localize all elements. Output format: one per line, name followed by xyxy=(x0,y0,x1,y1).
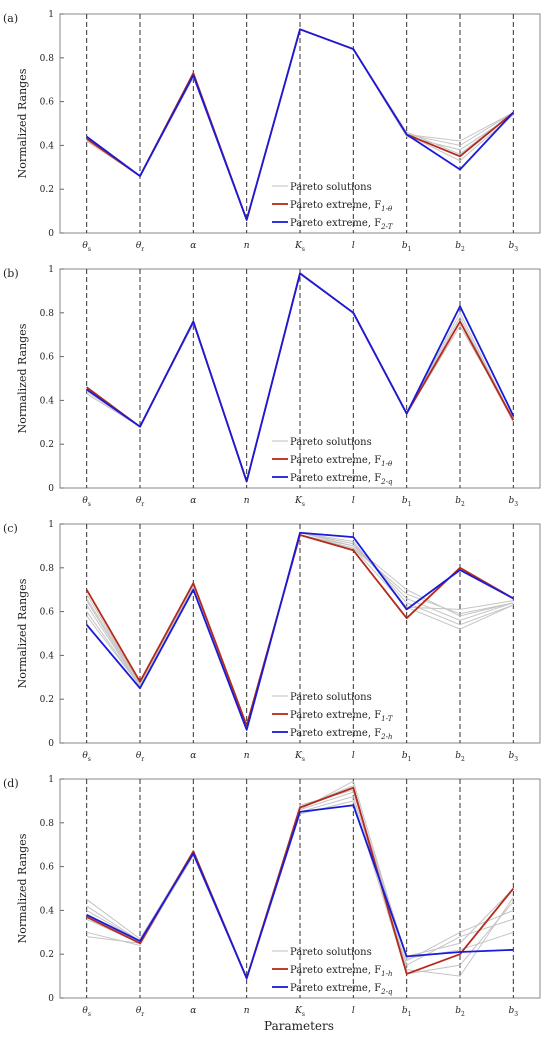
legend-entry-2: Pareto extreme, F2-q xyxy=(290,473,393,486)
x-tick-label-l: l xyxy=(352,751,355,761)
y-axis-label: Normalized Ranges xyxy=(16,68,29,178)
x-tick-label-θr: θr xyxy=(136,496,144,508)
x-tick-label-b1: b1 xyxy=(402,241,412,253)
y-tick-label: 0.6 xyxy=(40,863,55,873)
y-tick-label: 1 xyxy=(48,10,54,20)
x-tick-label-b2: b2 xyxy=(455,496,465,508)
x-tick-label-θr: θr xyxy=(136,1006,144,1018)
panel-label: (c) xyxy=(3,522,18,535)
legend-entry-1: Pareto extreme, F1-h xyxy=(290,965,392,978)
y-tick-label: 0.8 xyxy=(40,819,55,829)
panel-label: (d) xyxy=(3,777,19,790)
y-axis-label-2: Normalized Ranges xyxy=(16,578,29,688)
y-tick-label: 0.4 xyxy=(40,396,55,406)
y-tick-label: 0.8 xyxy=(40,309,55,319)
x-tick-label-l: l xyxy=(352,1006,355,1016)
panel-b: 0 0.2 0.4 0.6 0.8 1 θs θr α n Ks l b1 b2 b3 (b) Pareto s… xyxy=(3,265,541,508)
y-tick-label: 0.6 xyxy=(40,608,55,618)
y-tick-label: 0.4 xyxy=(40,141,55,151)
legend-entry-0: Pareto solutions xyxy=(290,692,372,703)
y-tick-label: 0.8 xyxy=(40,54,55,64)
y-tick-label: 1 xyxy=(48,775,54,785)
x-tick-label-b1: b1 xyxy=(402,1006,412,1018)
pareto-extreme-2-line xyxy=(86,28,514,221)
y-tick-label: 0.2 xyxy=(40,695,54,705)
x-tick-label-θs: θs xyxy=(82,1006,91,1018)
x-tick-label-b1: b1 xyxy=(402,751,412,763)
legend-entry-2: Pareto extreme, F2-T xyxy=(290,218,394,231)
y-tick-label: 0.4 xyxy=(40,651,55,661)
y-tick-label: 0.6 xyxy=(40,98,55,108)
x-tick-label-n: n xyxy=(244,1006,250,1016)
x-tick-label-b2: b2 xyxy=(455,751,465,763)
y-tick-label: 0.4 xyxy=(40,906,55,916)
pareto-extreme-2-line xyxy=(86,804,514,980)
y-tick-label: 0 xyxy=(48,994,54,1004)
x-tick-label-l: l xyxy=(352,241,355,251)
x-tick-label-n: n xyxy=(244,496,250,506)
legend-entry-0: Pareto solutions xyxy=(290,947,372,958)
y-tick-label: 0.2 xyxy=(40,185,54,195)
x-tick-label-b2: b2 xyxy=(455,241,465,253)
x-tick-label-θr: θr xyxy=(136,751,144,763)
y-tick-label: 0.6 xyxy=(40,353,55,363)
pareto-extreme-2-line xyxy=(86,272,515,483)
x-tick-label-b3: b3 xyxy=(509,241,519,253)
x-tick-label-Ks: Ks xyxy=(294,1006,305,1018)
x-tick-label-n: n xyxy=(244,241,250,251)
x-tick-label-α: α xyxy=(190,1006,196,1016)
panel-c: 0 0.2 0.4 0.6 0.8 1 θs θr α n Ks l b1 b2 b3 (c) Pareto s… xyxy=(3,520,541,763)
y-tick-label: 0 xyxy=(48,739,54,749)
x-tick-label-θs: θs xyxy=(82,496,91,508)
panel-a: 0 0.2 0.4 0.6 0.8 1 θs θr α n Ks l b1 b2 b3 (a) Pareto s… xyxy=(3,10,541,253)
y-axis-label-1: Normalized Ranges xyxy=(16,323,29,433)
y-tick-label: 1 xyxy=(48,265,54,275)
y-tick-label: 0 xyxy=(48,229,54,239)
legend-entry-1: Pareto extreme, F1-θ xyxy=(290,455,393,468)
x-tick-label-l: l xyxy=(352,496,355,506)
x-tick-label-Ks: Ks xyxy=(294,241,305,253)
pareto-extreme-2-line xyxy=(85,531,514,731)
x-tick-label-b3: b3 xyxy=(509,1006,519,1018)
y-axis-label-3: Normalized Ranges xyxy=(16,833,29,943)
legend-entry-1: Pareto extreme, F1-T xyxy=(290,710,394,723)
legend-entry-2: Pareto extreme, F2-q xyxy=(290,983,393,996)
x-tick-label-b2: b2 xyxy=(455,1006,465,1018)
y-tick-label: 0.2 xyxy=(40,950,54,960)
x-tick-label-Ks: Ks xyxy=(294,751,305,763)
legend-entry-1: Pareto extreme, F1-θ xyxy=(290,200,393,213)
x-tick-label-θr: θr xyxy=(136,241,144,253)
legend-entry-2: Pareto extreme, F2-h xyxy=(290,728,392,741)
legend-entry-0: Pareto solutions xyxy=(290,182,372,193)
legend-entry-0: Pareto solutions xyxy=(290,437,372,448)
panel-label: (b) xyxy=(3,267,19,280)
x-axis-label: Parameters xyxy=(264,1019,334,1033)
y-tick-label: 0.2 xyxy=(40,440,54,450)
x-tick-label-θs: θs xyxy=(82,241,91,253)
panel-label: (a) xyxy=(3,12,18,25)
x-tick-label-b3: b3 xyxy=(509,496,519,508)
x-tick-label-α: α xyxy=(190,751,196,761)
y-tick-label: 0 xyxy=(48,484,54,494)
x-tick-label-α: α xyxy=(190,496,196,506)
x-tick-label-θs: θs xyxy=(82,751,91,763)
x-tick-label-α: α xyxy=(190,241,196,251)
panel-d: 0 0.2 0.4 0.6 0.8 1 θs θr α n Ks l b1 b2 b3 (d) Pareto s… xyxy=(3,775,541,1018)
y-tick-label: 0.8 xyxy=(40,564,55,574)
x-tick-label-b3: b3 xyxy=(509,751,519,763)
x-tick-label-Ks: Ks xyxy=(294,496,305,508)
x-tick-label-b1: b1 xyxy=(402,496,412,508)
x-tick-label-n: n xyxy=(244,751,250,761)
y-tick-label: 1 xyxy=(48,520,54,530)
